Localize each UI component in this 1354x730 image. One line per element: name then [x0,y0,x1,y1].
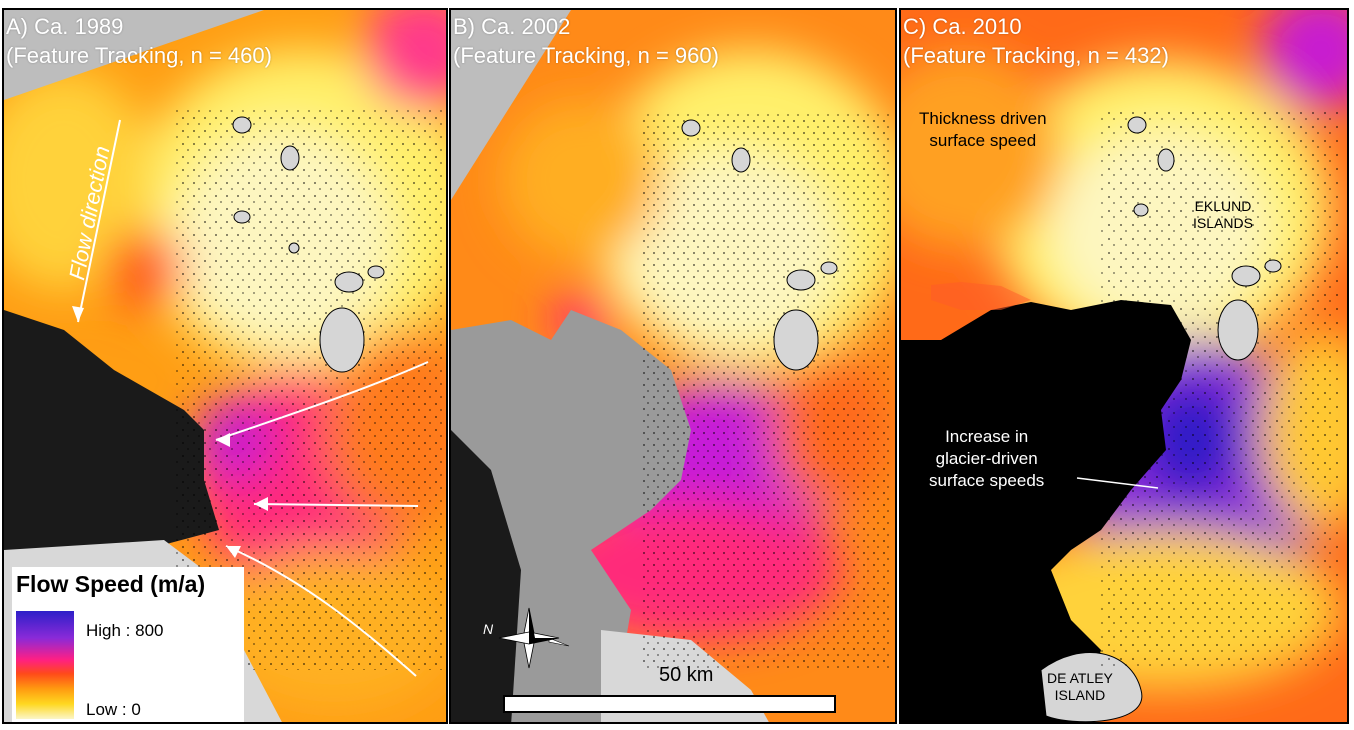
legend: Flow Speed (m/a) High : 800 Low : 0 [12,567,244,722]
eklund-line2: ISLANDS [1193,215,1253,231]
deatley-line2: ISLAND [1054,687,1106,703]
panel-title-line1: A) Ca. 1989 [6,14,124,39]
panel-a-1989: A) Ca. 1989 (Feature Tracking, n = 460) … [2,8,448,724]
thickness-driven-annotation: Thickness driven surface speed [919,108,1047,152]
increase-line2: glacier-driven [935,449,1038,468]
panel-title-line1: C) Ca. 2010 [903,14,1022,39]
increase-annotation: Increase in glacier-driven surface speed… [929,426,1044,492]
north-label: N [483,621,494,637]
panel-c-2010: C) Ca. 2010 (Feature Tracking, n = 432) … [899,8,1349,724]
eklund-line1: EKLUND [1194,198,1252,214]
eklund-islands-label: EKLUND ISLANDS [1193,198,1253,232]
panel-title-line2: (Feature Tracking, n = 960) [453,43,719,68]
panel-b-2002: B) Ca. 2002 (Feature Tracking, n = 960) … [449,8,897,724]
deatley-line1: DE ATLEY [1047,670,1113,686]
legend-title: Flow Speed (m/a) [16,571,206,597]
increase-line3: surface speeds [929,471,1045,490]
panel-title: C) Ca. 2010 (Feature Tracking, n = 432) [903,12,1169,70]
panel-title-line2: (Feature Tracking, n = 460) [6,43,272,68]
scale-bar [503,695,836,713]
panel-title: B) Ca. 2002 (Feature Tracking, n = 960) [453,12,719,70]
panel-title-line1: B) Ca. 2002 [453,14,571,39]
compass-rose-icon: N [483,607,570,669]
scale-bar-label: 50 km [659,664,714,686]
legend-color-ramp [16,611,74,719]
thickness-line1: Thickness driven [919,109,1047,128]
de-atley-island-label: DE ATLEY ISLAND [1047,670,1113,704]
thickness-line2: surface speed [929,131,1037,150]
panel-title-line2: (Feature Tracking, n = 432) [903,43,1169,68]
speed-map-b [451,10,895,722]
increase-line1: Increase in [945,427,1029,446]
panel-title: A) Ca. 1989 (Feature Tracking, n = 460) [6,12,272,70]
legend-low-label: Low : 0 [86,700,141,719]
speed-map-c [901,10,1347,722]
legend-high-label: High : 800 [86,621,164,640]
